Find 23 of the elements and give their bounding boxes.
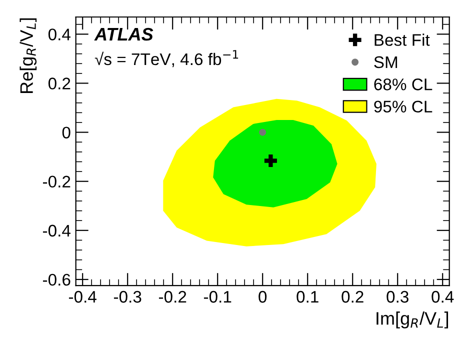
x-tick-label: 0.2 bbox=[342, 290, 364, 303]
x-tick-label: 0.1 bbox=[296, 290, 318, 303]
y-tick-label: 0.2 bbox=[48, 78, 70, 90]
legend-label: 95% CL bbox=[374, 100, 432, 113]
y-axis-title: Re[g$_{R}$/V$_{L}$] bbox=[20, 18, 37, 93]
x-tick-label: -0.4 bbox=[68, 290, 96, 303]
x-axis-title: Im[g$_{R}$/V$_{L}$] bbox=[376, 312, 448, 328]
x-tick-label: 0.3 bbox=[386, 290, 408, 303]
legend-label: SM bbox=[374, 56, 398, 68]
legend-label: Best Fit bbox=[374, 34, 430, 46]
annotation: ATLAS bbox=[94, 28, 154, 41]
legend-label: 68% CL bbox=[374, 78, 432, 90]
x-tick-label: 0 bbox=[258, 290, 267, 303]
y-tick-label: 0 bbox=[62, 126, 70, 138]
x-tick-label: 0.4 bbox=[432, 290, 454, 303]
annotation: √s = 7TeV, 4.6 fb$^{−1}$ bbox=[94, 50, 238, 68]
y-tick-label: 0.4 bbox=[48, 28, 70, 40]
y-tick-label: -0.2 bbox=[43, 176, 70, 188]
x-tick-label: -0.1 bbox=[204, 290, 232, 303]
x-tick-label: -0.2 bbox=[158, 290, 186, 303]
y-tick-label: -0.4 bbox=[43, 224, 70, 237]
y-tick-label: -0.6 bbox=[43, 274, 70, 286]
x-tick-label: -0.3 bbox=[114, 290, 142, 303]
